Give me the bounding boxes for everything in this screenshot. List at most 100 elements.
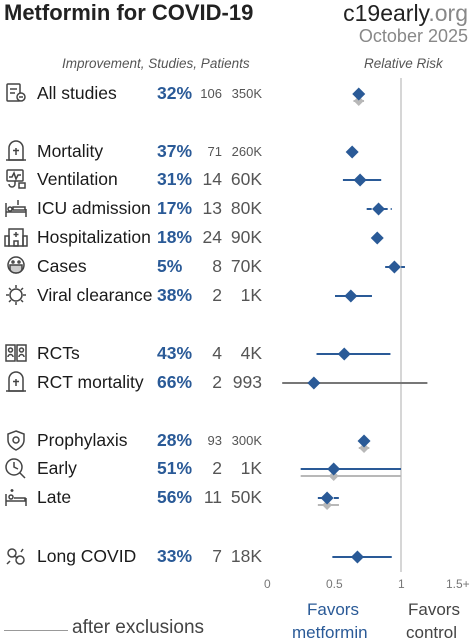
chart-title: Metformin for COVID-19 [4,0,254,25]
row-improvement: 31% [157,169,193,189]
brand-main: c19early [343,0,429,26]
point-estimate [320,491,334,505]
x-tick-label: 1 [398,577,405,591]
row-label: Late [37,487,72,507]
document-icon [4,82,28,104]
row-patients: 350K [231,86,262,101]
point-estimate [370,231,384,245]
exclusions-legend-label: after exclusions [72,617,205,638]
row-improvement: 17% [157,198,193,218]
row-patients: 18K [230,546,262,566]
long-covid-icon [4,545,28,567]
point-estimate [337,347,351,361]
tombstone-icon [4,140,28,162]
row-label: Mortality [37,141,104,161]
row-label: Long COVID [37,546,137,566]
row-studies: 14 [202,169,222,189]
row-studies: 13 [202,198,222,218]
favors-treatment-name: metformin [292,623,368,642]
row-patients: 90K [230,227,262,247]
row-label: Prophylaxis [37,430,128,450]
row-improvement: 37% [157,141,193,161]
row-studies: 93 [207,433,222,448]
point-estimate [344,289,358,303]
exclusions-legend-line [4,630,68,631]
row-patients: 993 [232,372,262,392]
row-studies: 2 [212,458,222,478]
point-estimate [345,145,359,159]
row-label: Hospitalization [37,227,151,247]
date-label: October 2025 [358,26,468,46]
row-label: ICU admission [37,198,151,218]
favors-control-label: Favors [408,600,460,619]
row-studies: 11 [203,487,222,507]
brand-tld: .org [428,0,468,26]
patient-bed-icon [4,486,28,508]
row-patients: 1K [240,285,262,305]
point-estimate [350,550,364,564]
row-patients: 1K [240,458,262,478]
masked-face-icon [4,255,28,277]
exclusion-point [322,500,333,510]
row-studies: 71 [207,144,222,159]
row-label: All studies [37,83,117,103]
row-patients: 50K [230,487,262,507]
row-label: Viral clearance [37,285,153,305]
ventilator-icon [4,168,28,190]
row-studies: 106 [200,86,222,101]
column-header: Improvement, Studies, Patients [62,56,250,71]
row-label: RCT mortality [37,372,144,392]
shield-icon [4,429,28,451]
people-icon [4,342,28,364]
x-tick-label: 0.5 [326,577,343,591]
brand-logo: c19early.org [343,0,468,27]
row-studies: 4 [212,343,222,363]
row-patients: 70K [230,256,262,276]
point-estimate [307,376,321,390]
tombstone-icon [4,371,28,393]
row-label: Ventilation [37,169,118,189]
row-improvement: 33% [157,546,193,566]
row-improvement: 32% [157,83,193,103]
icu-bed-icon [4,197,28,219]
row-label: Cases [37,256,87,276]
virus-icon [4,284,28,306]
x-tick-label: 0 [264,577,271,591]
row-patients: 80K [230,198,262,218]
row-improvement: 43% [157,343,193,363]
favors-control-name: control [406,623,458,642]
exclusion-point [359,443,370,453]
x-tick-label: 1.5+ [446,577,470,591]
point-estimate [327,462,341,476]
relative-risk-header: Relative Risk [364,56,443,71]
row-improvement: 66% [157,372,193,392]
row-patients: 260K [231,144,262,159]
exclusion-point [353,96,364,106]
point-estimate [352,87,366,101]
row-patients: 60K [230,169,262,189]
row-studies: 2 [212,372,222,392]
row-label: RCTs [37,343,80,363]
hospital-icon [4,226,28,248]
forest-marks-group [282,87,428,564]
clock-icon [4,457,28,479]
row-improvement: 38% [157,285,193,305]
row-patients: 300K [231,433,262,448]
row-studies: 2 [212,285,222,305]
row-label: Early [37,458,77,478]
favors-treatment-label: Favors [307,600,359,619]
row-improvement: 5% [157,256,183,276]
point-estimate [372,202,386,216]
row-improvement: 28% [157,430,193,450]
point-estimate [357,434,371,448]
point-estimate [387,260,401,274]
row-studies: 7 [212,546,222,566]
exclusion-point [328,471,339,481]
row-improvement: 18% [157,227,193,247]
row-studies: 24 [202,227,222,247]
row-patients: 4K [240,343,262,363]
row-improvement: 56% [157,487,193,507]
row-studies: 8 [212,256,222,276]
point-estimate [353,173,367,187]
